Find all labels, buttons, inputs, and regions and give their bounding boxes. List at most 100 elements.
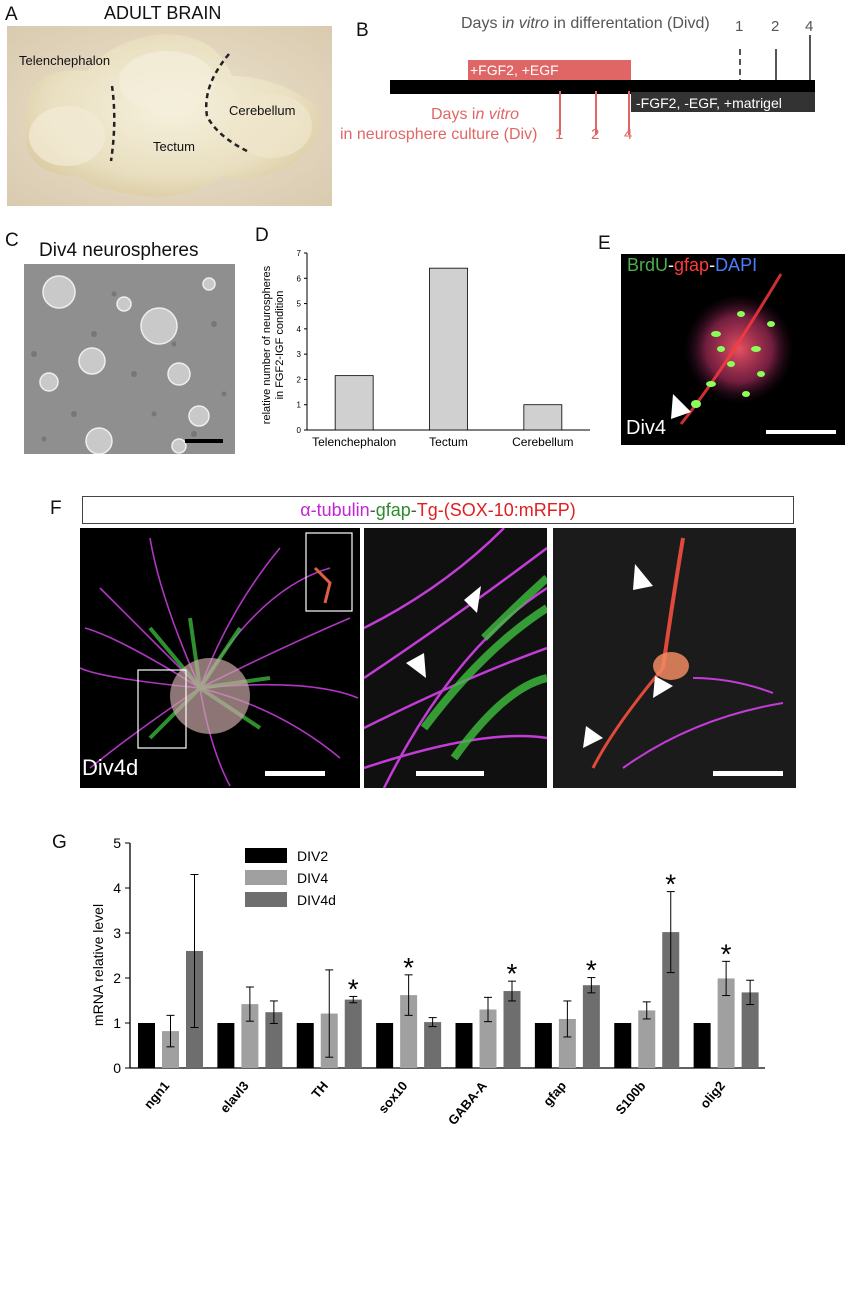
- chart-g-legend-label: DIV2: [297, 848, 328, 864]
- timeline-diagram: [390, 35, 815, 135]
- brdu-micrograph: [621, 254, 845, 445]
- region-telencephalon: Telenchephalon: [19, 53, 111, 68]
- chart-g-bar: [217, 1023, 235, 1068]
- chart-d-ytick-label: 6: [297, 274, 302, 283]
- chart-g-ytick-label: 0: [113, 1060, 121, 1076]
- chart-d-ytick-label: 7: [297, 249, 302, 258]
- panel-b-label: B: [356, 20, 369, 41]
- chart-g-bar: [503, 991, 521, 1068]
- chart-g-significance: *: [721, 938, 732, 969]
- div-tick-4-label: 4: [624, 126, 633, 143]
- panel-d-label: D: [255, 225, 269, 246]
- stain-gfap: gfap: [674, 255, 710, 275]
- chart-g-bar: [614, 1023, 632, 1068]
- chart-g-xtick-label: ngn1: [141, 1080, 172, 1112]
- stain-f-sep-1: -: [369, 500, 376, 520]
- chart-d-xtick-label: Telenchephalon: [312, 435, 396, 449]
- panel-a-label: A: [5, 4, 18, 25]
- chart-g-significance: *: [665, 869, 676, 900]
- chart-g-xlabels: ngn1 elavl3 TH sox10 GABA-A gfap S100b olig2: [0, 1078, 854, 1140]
- chart-g-significance: *: [586, 955, 597, 986]
- panel-c-title: Div4 neurospheres: [39, 240, 199, 261]
- chart-g-bar: [138, 1023, 155, 1068]
- chart-g-ytick-label: 4: [113, 880, 121, 896]
- chart-g-bar: [400, 995, 418, 1068]
- region-tectum: Tectum: [153, 139, 195, 154]
- minus-fgf-bar-label: -FGF2, -EGF, +matrigel: [636, 95, 782, 111]
- stain-sox10: Tg-(SOX-10:mRFP): [416, 500, 576, 520]
- chart-d-ytick-label: 0: [297, 426, 302, 435]
- panel-g-label: G: [52, 832, 67, 853]
- chart-g-legend-label: DIV4d: [297, 892, 336, 908]
- panel-f-div-label: Div4d: [82, 755, 139, 780]
- stain-sep-1: -: [668, 255, 675, 275]
- chart-g-significance: *: [348, 973, 359, 1004]
- chart-g-xtick-label: GABA-A: [445, 1080, 490, 1128]
- chart-g-bar: [693, 1023, 711, 1068]
- panel-e-div-label: Div4: [626, 417, 667, 439]
- chart-d-bar: [429, 267, 468, 431]
- chart-g-bar: [582, 985, 600, 1068]
- chart-g-bar: [638, 1010, 656, 1068]
- timeline-top-label: Days in vitro in differentation (Divd): [461, 15, 710, 33]
- timeline-top-label-post: in differentation (Divd): [549, 15, 710, 32]
- chart-g-bar: [376, 1023, 394, 1068]
- chart-g-ytick-label: 3: [113, 925, 121, 941]
- chart-d-ytick-label: 1: [297, 401, 302, 410]
- panel-e-stain: BrdU-gfap-DAPI: [627, 255, 757, 276]
- chart-g-bar: [717, 978, 735, 1068]
- chart-d-xtick-label: Tectum: [429, 435, 468, 449]
- chart-g-xtick-label: olig2: [697, 1080, 728, 1111]
- chart-d-ytick-label: 5: [297, 300, 302, 309]
- chart-g-significance: *: [403, 952, 414, 983]
- chart-g-xtick-label: elavl3: [217, 1080, 252, 1116]
- f-micrograph-zoom-1: [363, 527, 550, 789]
- chart-g-ytick-label: 5: [113, 835, 121, 851]
- timeline-top-label-italic: n vitro: [505, 15, 550, 32]
- chart-g-bar: [162, 1031, 179, 1068]
- chart-g-legend-swatch: [245, 870, 287, 885]
- stain-dapi: DAPI: [715, 255, 758, 275]
- timeline-top-label-pre: Days i: [461, 15, 506, 32]
- neurosphere-micrograph: [24, 264, 235, 455]
- chart-g-significance: *: [507, 958, 518, 989]
- stain-f-gfap: gfap: [375, 500, 411, 520]
- stain-tubulin: α-tubulin: [300, 500, 370, 520]
- chart-g-legend-swatch: [245, 892, 287, 907]
- chart-g-xtick-label: S100b: [612, 1080, 648, 1117]
- timeline-bottom-label-pre: Days i: [430, 106, 476, 123]
- f-micrograph-zoom-2: [553, 528, 796, 788]
- chart-d-ytick-label: 3: [297, 350, 302, 359]
- fgf-bar: [468, 60, 631, 81]
- chart-g-bar: [558, 1018, 576, 1068]
- chart-d-xtick-label: Cerebellum: [512, 435, 573, 449]
- chart-d: relative number of neurospheres in FGF2-…: [261, 249, 590, 449]
- fgf-bar-label: +FGF2, +EGF: [470, 62, 559, 78]
- chart-g-bar: [741, 992, 759, 1068]
- panel-c-label: C: [5, 230, 19, 251]
- stain-sep-2: -: [709, 255, 716, 275]
- timeline-bottom-label-1: Days in vitro: [400, 106, 550, 124]
- chart-g-legend-label: DIV4: [297, 870, 328, 886]
- chart-g-ylabel: mRNA relative level: [90, 904, 106, 1026]
- chart-g-bar: [455, 1023, 473, 1068]
- chart-g-bar: [344, 999, 362, 1068]
- timeline-bottom-label-italic: n vitro: [475, 106, 520, 123]
- chart-g-xtick-label: TH: [308, 1080, 331, 1101]
- chart-g: mRNA relative level 0 1 2 3 4 5 DIV2 DIV4 DIV4d *…: [90, 835, 765, 1076]
- panel-f-stain-banner: α-tubulin-gfap-Tg-(SOX-10:mRFP): [82, 496, 794, 524]
- brain-photo: [7, 26, 332, 206]
- div-tick-2-label: 2: [591, 126, 600, 143]
- chart-g-bar: [241, 1004, 259, 1068]
- panel-f-label: F: [50, 498, 62, 519]
- chart-g-bar: [662, 932, 680, 1068]
- f-micrograph-overview: [79, 528, 360, 788]
- chart-g-bar: [265, 1012, 283, 1068]
- chart-d-bar: [523, 404, 563, 431]
- timeline-axis: [390, 80, 815, 94]
- panel-a-title: ADULT BRAIN: [104, 3, 222, 23]
- chart-g-xtick-label: sox10: [375, 1080, 410, 1116]
- chart-g-xtick-label: gfap: [540, 1080, 569, 1109]
- chart-g-bar: [424, 1022, 442, 1068]
- region-cerebellum: Cerebellum: [229, 103, 296, 118]
